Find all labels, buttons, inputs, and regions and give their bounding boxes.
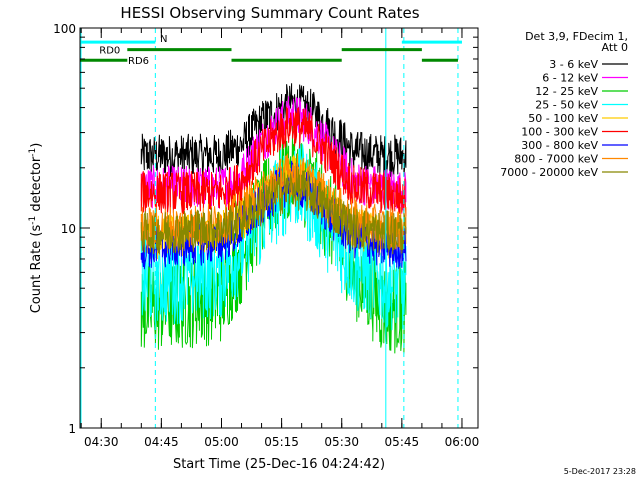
x-tick-label: 05:30 [324, 435, 359, 449]
series-line-6 [140, 106, 407, 217]
flag-label-rd0: RD0 [99, 46, 120, 57]
chart-title: HESSI Observing Summary Count Rates [120, 4, 419, 22]
x-tick-label: 04:45 [144, 435, 179, 449]
plot-area: N RD0 RD6 [80, 28, 462, 428]
legend-label-9: 7000 - 20000 keV [500, 166, 598, 179]
series-line-9 [140, 166, 407, 255]
legend-label-3: 12 - 25 keV [535, 85, 598, 98]
x-axis-ticks: 04:30 04:45 05:00 05:15 05:30 05:45 06:00 [80, 28, 480, 449]
y-tick-label: 100 [53, 22, 76, 36]
legend-header-line2: Att 0 [602, 41, 628, 54]
x-tick-label: 06:00 [445, 435, 480, 449]
legend-label-5: 50 - 100 keV [528, 112, 598, 125]
x-tick-label: 05:15 [264, 435, 299, 449]
flag-label-n: N [160, 34, 167, 45]
y-axis-label: Count Rate (s-1 detector-1) [28, 143, 44, 314]
series-line-8 [140, 152, 407, 250]
y-tick-label: 1 [68, 422, 76, 436]
x-tick-label: 05:45 [385, 435, 420, 449]
flag-label-rd6: RD6 [128, 56, 149, 67]
legend-label-2: 6 - 12 keV [542, 72, 598, 85]
x-tick-label: 04:30 [84, 435, 119, 449]
legend-label-1: 3 - 6 keV [549, 58, 598, 71]
legend-label-8: 800 - 7000 keV [514, 153, 598, 166]
legend-label-7: 300 - 800 keV [521, 139, 598, 152]
legend-label-6: 100 - 300 keV [521, 126, 598, 139]
y-axis-ticks: 1 10 100 [53, 22, 478, 436]
x-tick-label: 05:00 [204, 435, 239, 449]
legend-header-line1: Det 3,9, FDecim 1, [525, 30, 628, 43]
legend-label-4: 25 - 50 keV [535, 99, 598, 112]
x-axis-label: Start Time (25-Dec-16 04:24:42) [173, 457, 385, 472]
timestamp: 5-Dec-2017 23:28 [564, 467, 636, 476]
y-tick-label: 10 [61, 222, 76, 236]
series-line-1 [140, 83, 407, 178]
